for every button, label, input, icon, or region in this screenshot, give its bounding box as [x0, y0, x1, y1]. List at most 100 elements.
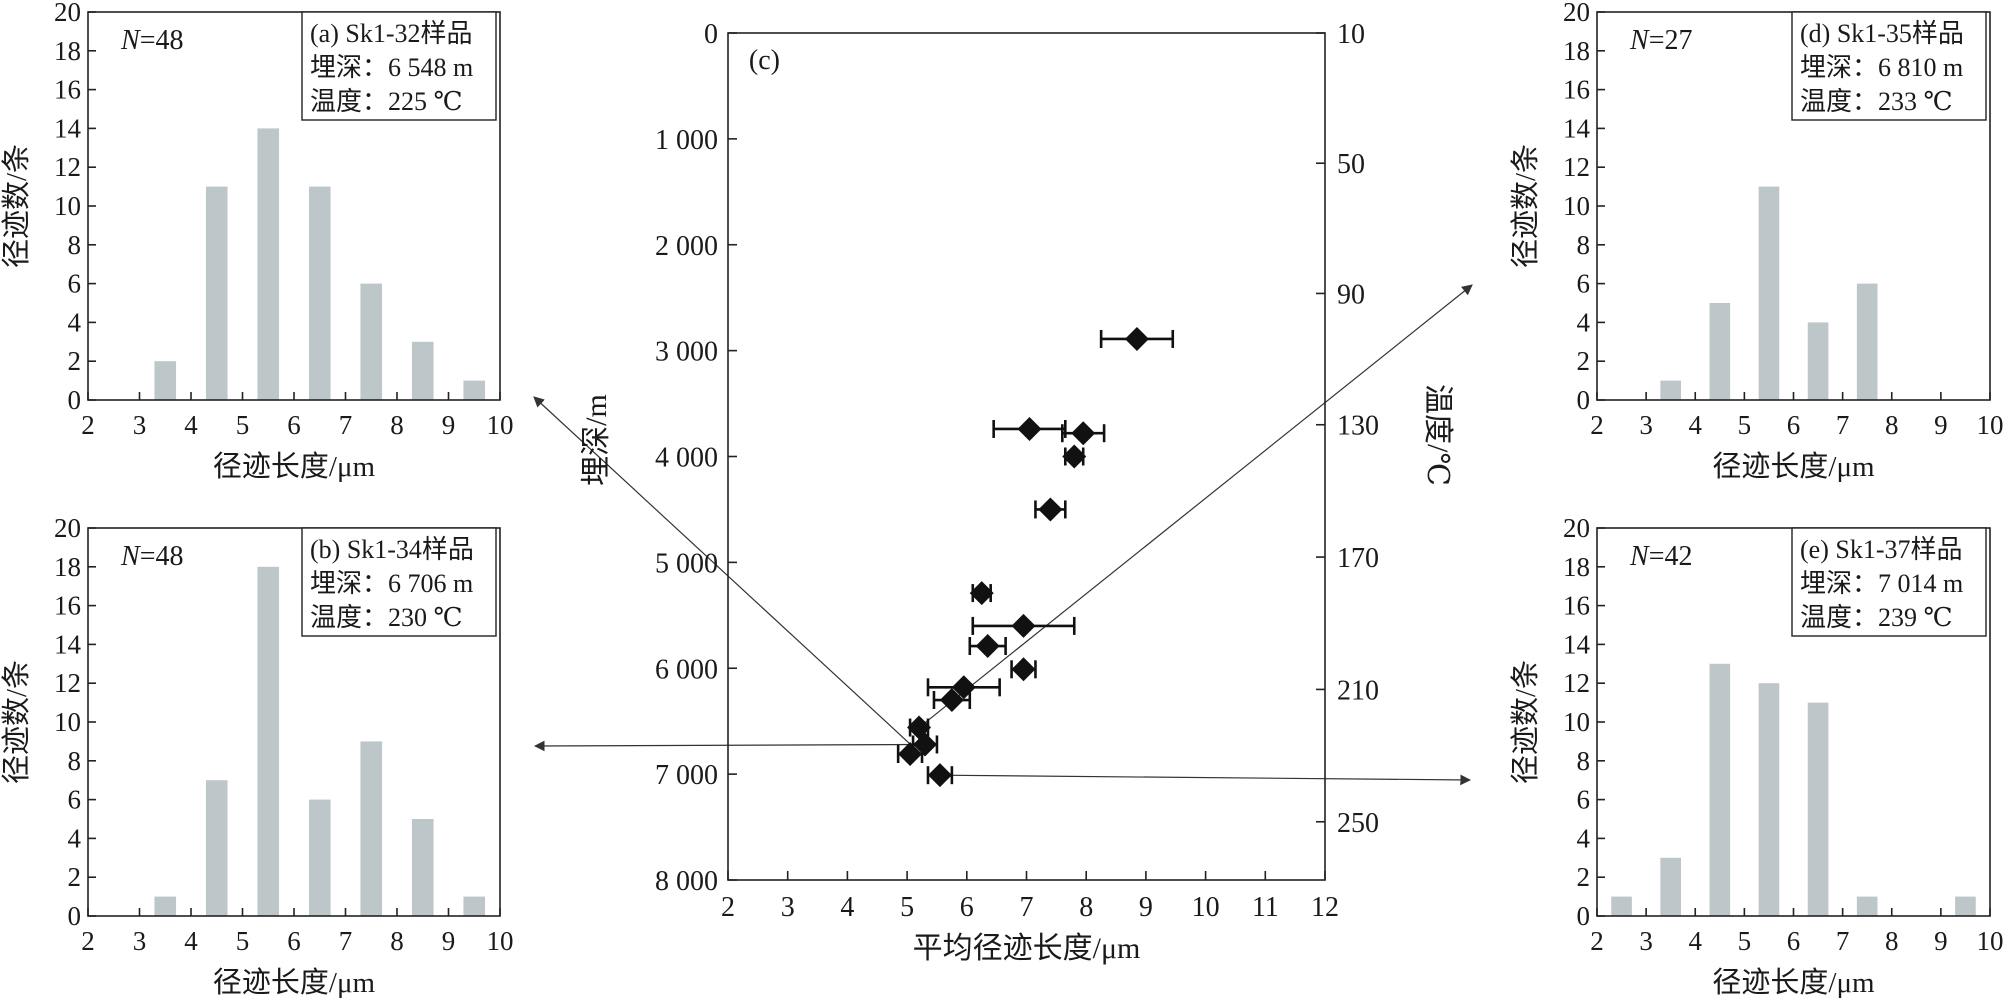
sample-count: N=42	[1629, 541, 1692, 572]
y-tick-label: 18	[54, 36, 81, 66]
histogram-bar	[1856, 896, 1878, 916]
x-tick-label: 4	[840, 892, 854, 923]
sample-count: N=48	[120, 541, 183, 572]
histogram-bar	[463, 896, 486, 916]
y-tick-label: 6	[68, 785, 82, 815]
histogram-bar	[205, 186, 228, 400]
histogram-bar	[411, 819, 434, 916]
scatter-panel-c: 2 3 4 5 6 7 8 9 10 11 12 0 1 000 2 000 3 000 4 000 5 000…	[580, 19, 1454, 965]
histogram-e: 2 3 4 5 6 7 8 9 1002468101214161820径迹长度/μm径迹数/条N…	[1509, 513, 2004, 999]
x-tick-label: 5	[900, 892, 914, 923]
panel-label: (a) Sk1-32样品	[310, 19, 472, 48]
y-tick-label: 3 000	[655, 337, 718, 368]
y-tick-label: 18	[54, 552, 81, 582]
y-tick-label: 8 000	[655, 866, 718, 897]
x-tick-label: 4	[184, 926, 198, 956]
histogram-b: 2 3 4 5 6 7 8 9 1002468101214161820径迹长度/μm径迹数/条N…	[0, 513, 514, 999]
y-tick-label: 20	[1563, 0, 1590, 27]
depth-label: 埋深：6 810 m	[1800, 53, 1963, 82]
x-tick-label: 12	[1311, 892, 1339, 923]
histogram-bar	[1807, 702, 1829, 916]
x-tick-label: 10	[487, 926, 514, 956]
y-axis-label: 径迹数/条	[1509, 660, 1542, 784]
y-tick-label: 18	[1563, 552, 1590, 582]
n-symbol: N	[1629, 541, 1650, 572]
temperature-label: 温度：225 ℃	[310, 87, 463, 116]
histogram-bar	[1807, 322, 1829, 400]
n-value: =48	[140, 541, 184, 572]
data-point	[1038, 497, 1063, 522]
temperature-label: 温度：239 ℃	[1800, 603, 1953, 632]
y-axis-label: 埋深/m	[580, 394, 613, 486]
y-tick-label: 2 000	[655, 231, 718, 262]
histogram-bar	[1758, 186, 1780, 400]
y-tick-label: 16	[54, 591, 81, 621]
y-axis-label: 径迹数/条	[1509, 144, 1542, 268]
histogram-bar	[1660, 857, 1682, 916]
y-tick-label: 6	[1577, 269, 1591, 299]
histogram-bar	[1709, 663, 1731, 916]
data-point	[927, 763, 952, 788]
y-axis-label: 径迹数/条	[0, 144, 33, 268]
n-value: =27	[1649, 25, 1693, 56]
n-value: =42	[1649, 541, 1693, 572]
x-tick-label: 2	[1590, 410, 1604, 440]
x-tick-label: 8	[1079, 892, 1093, 923]
y-tick-label: 4	[1577, 823, 1591, 853]
y-tick-label: 8	[68, 230, 82, 260]
y2-tick-label: 170	[1337, 543, 1379, 574]
info-box	[1791, 527, 1987, 637]
x-tick-label: 6	[960, 892, 974, 923]
x-tick-label: 8	[390, 410, 404, 440]
y-tick-label: 14	[54, 113, 82, 143]
y-tick-label: 0	[68, 385, 82, 415]
y-tick-label: 10	[1563, 707, 1590, 737]
y-tick-label: 6 000	[655, 654, 718, 685]
y-tick-label: 2	[68, 346, 82, 376]
data-point	[898, 742, 923, 767]
y-tick-label: 14	[54, 629, 82, 659]
y-tick-label: 20	[54, 513, 81, 543]
x-tick-label: 6	[1787, 926, 1801, 956]
connector-arrows	[533, 284, 1473, 786]
y-tick-label: 20	[54, 0, 81, 27]
y-tick-label: 16	[54, 75, 81, 105]
y-tick-label: 4 000	[655, 443, 718, 474]
panel-label: (d) Sk1-35样品	[1800, 19, 1964, 48]
data-point	[1062, 444, 1087, 469]
y-axis-label: 径迹数/条	[0, 660, 33, 784]
x-tick-label: 4	[1689, 926, 1703, 956]
n-symbol: N	[1629, 25, 1650, 56]
histogram-bar	[411, 341, 434, 400]
x-tick-label: 11	[1252, 892, 1279, 923]
x-tick-label: 5	[236, 926, 250, 956]
x-tick-label: 7	[1836, 926, 1850, 956]
info-box	[301, 527, 497, 637]
x-tick-label: 8	[390, 926, 404, 956]
x-tick-label: 10	[1977, 926, 2004, 956]
n-value: =48	[140, 25, 184, 56]
x-axis-label: 径迹长度/μm	[213, 966, 376, 999]
data-point	[1011, 613, 1036, 638]
data-point	[969, 581, 994, 606]
sample-count: N=27	[1629, 25, 1692, 56]
arrow-to-panel-b	[533, 740, 926, 752]
y-tick-label: 0	[1577, 385, 1591, 415]
data-point	[1011, 657, 1036, 682]
y-tick-label: 12	[1563, 152, 1590, 182]
y-tick-label: 0	[68, 901, 82, 931]
x-tick-label: 3	[1639, 926, 1653, 956]
x-tick-label: 2	[1590, 926, 1604, 956]
y-tick-label: 4	[1577, 307, 1591, 337]
y-tick-label: 10	[54, 707, 81, 737]
y-tick-label: 10	[1563, 191, 1590, 221]
histogram-bar	[360, 283, 383, 400]
y2-tick-label: 10	[1337, 19, 1365, 50]
x-tick-label: 7	[1020, 892, 1034, 923]
depth-label: 埋深：7 014 m	[1800, 569, 1963, 598]
histogram-bar	[1709, 303, 1731, 400]
arrow-to-panel-d	[918, 284, 1473, 729]
arrow-to-panel-a	[533, 396, 911, 745]
y2-tick-label: 90	[1337, 279, 1365, 310]
